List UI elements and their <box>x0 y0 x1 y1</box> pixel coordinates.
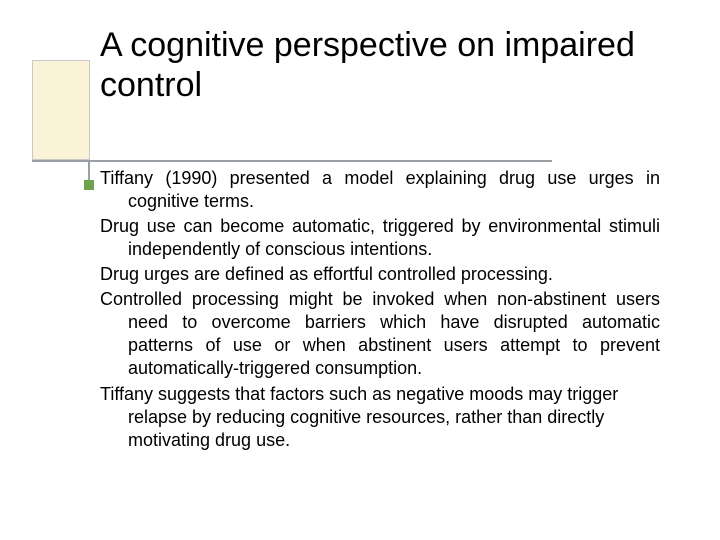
body-paragraph: Controlled processing might be invoked w… <box>100 288 660 380</box>
decorative-line-vertical <box>88 160 90 182</box>
body-paragraph: Tiffany (1990) presented a model explain… <box>100 167 660 213</box>
slide-title: A cognitive perspective on impaired cont… <box>100 25 660 105</box>
body-paragraph: Drug use can become automatic, triggered… <box>100 215 660 261</box>
decorative-bullet <box>84 180 94 190</box>
body-paragraph: Tiffany suggests that factors such as ne… <box>100 383 660 452</box>
decorative-box <box>32 60 90 160</box>
slide: A cognitive perspective on impaired cont… <box>0 0 720 540</box>
body-paragraph: Drug urges are defined as effortful cont… <box>100 263 660 286</box>
slide-body: Tiffany (1990) presented a model explain… <box>100 167 660 451</box>
decorative-line-horizontal <box>32 160 552 162</box>
